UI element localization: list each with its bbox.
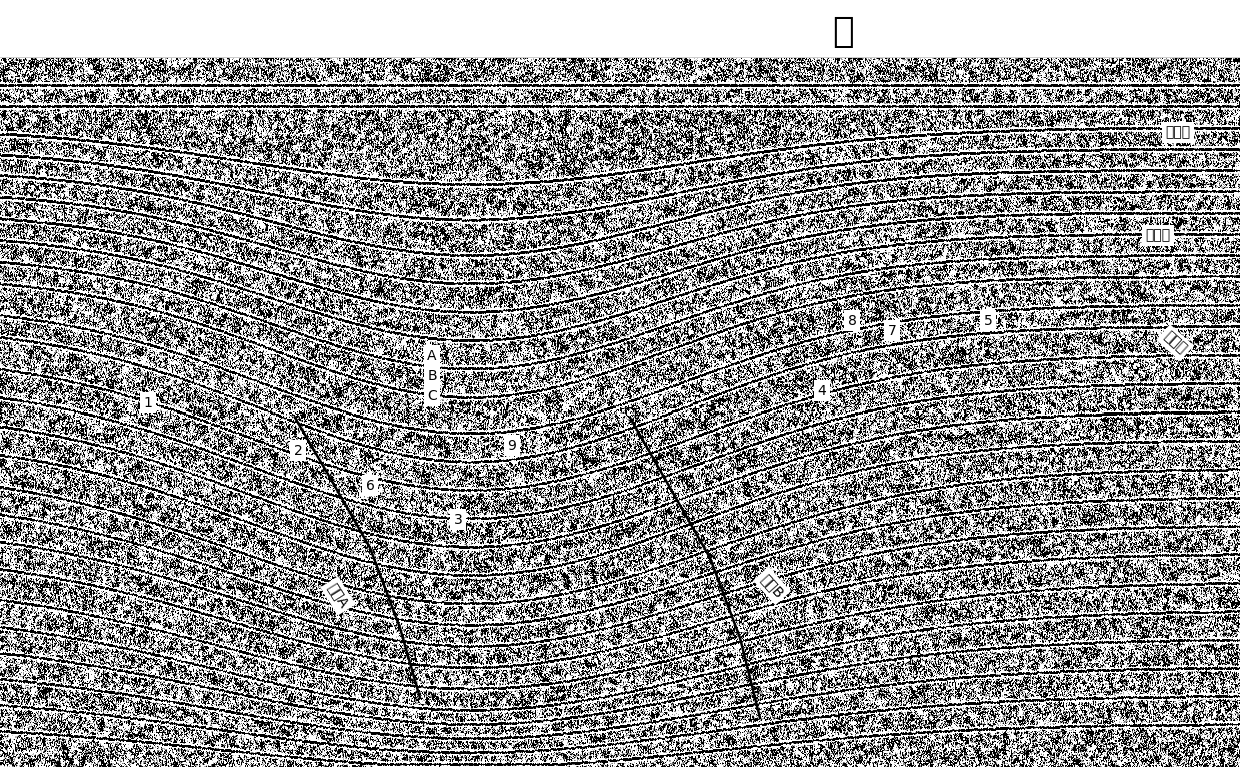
Text: A: A bbox=[428, 349, 436, 363]
Text: 沙二段: 沙二段 bbox=[1161, 329, 1189, 357]
Text: 6: 6 bbox=[366, 479, 374, 493]
Text: 断层B: 断层B bbox=[758, 571, 786, 601]
Text: 沙一中: 沙一中 bbox=[1166, 126, 1190, 140]
Text: 4: 4 bbox=[817, 384, 826, 398]
Text: 1: 1 bbox=[144, 396, 153, 410]
Text: 沙二底: 沙二底 bbox=[1146, 229, 1171, 242]
Text: 8: 8 bbox=[848, 314, 857, 328]
Text: 3: 3 bbox=[454, 513, 463, 527]
Text: B: B bbox=[428, 369, 436, 383]
Text: C: C bbox=[427, 389, 436, 403]
Text: 2: 2 bbox=[294, 444, 303, 458]
Text: 7: 7 bbox=[888, 324, 897, 337]
Text: 断层A: 断层A bbox=[325, 581, 351, 611]
Text: 9: 9 bbox=[507, 439, 516, 453]
Text: 5: 5 bbox=[983, 314, 992, 328]
Text: 井: 井 bbox=[832, 15, 854, 48]
